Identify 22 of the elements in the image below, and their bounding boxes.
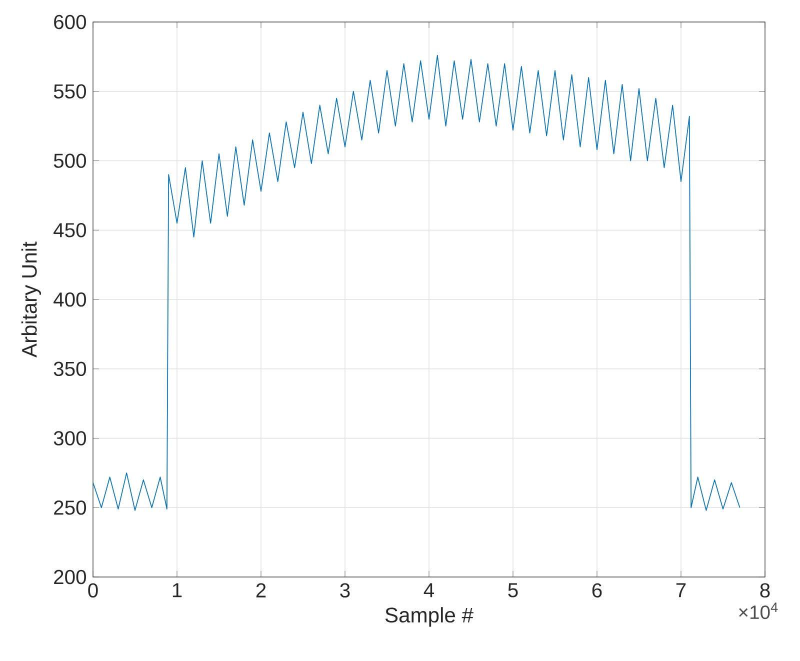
- y-axis-title: Arbitary Unit: [21, 242, 42, 358]
- y-tick-label: 350: [54, 362, 86, 376]
- x-tick-label: 8: [760, 583, 770, 598]
- y-tick-label: 550: [54, 84, 86, 99]
- x-tick-label: 4: [424, 583, 434, 598]
- x-tick-label: 3: [340, 583, 350, 598]
- y-tick-label: 450: [54, 222, 86, 238]
- y-tick-label: 400: [54, 292, 86, 307]
- y-tick-label: 250: [54, 500, 86, 515]
- x-tick-label: 6: [592, 583, 602, 598]
- y-tick-label: 300: [54, 431, 86, 446]
- x-tick-label: 1: [172, 583, 182, 598]
- y-tick-label: 200: [54, 570, 86, 584]
- x-axis-title: Sample #: [385, 607, 474, 627]
- x-tick-label: 0: [88, 583, 98, 598]
- text: ×10$^{4}$: [739, 602, 778, 620]
- x-tick-label: 5: [508, 583, 518, 598]
- line-series: [93, 54, 740, 511]
- x-tick-label: 7: [676, 583, 686, 598]
- y-tick-label: 600: [54, 14, 86, 30]
- x-tick-label: 2: [256, 583, 266, 598]
- y-tick-label: 500: [54, 154, 86, 168]
